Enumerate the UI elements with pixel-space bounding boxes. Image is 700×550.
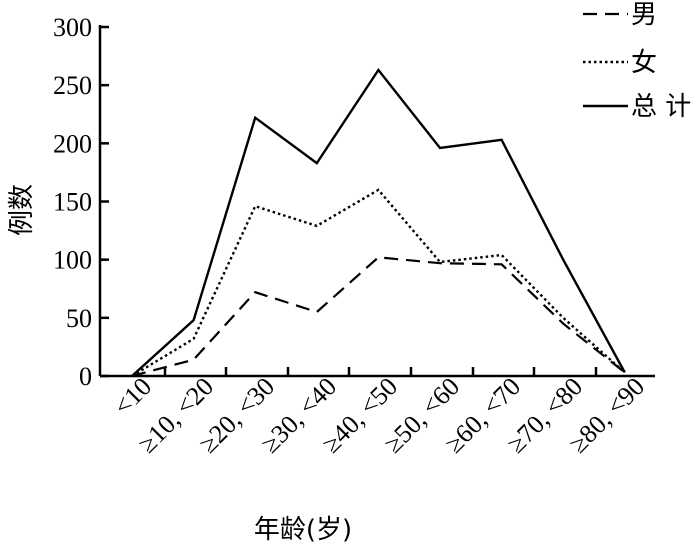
series-line-1 [131,188,626,378]
y-tick-label: 0 [79,362,92,391]
x-axis-title: 年龄(岁) [254,515,352,545]
legend-label-2: 总 计 [631,92,691,122]
y-tick-label: 300 [53,13,92,42]
y-tick-label: 50 [66,304,92,333]
series-lines [131,67,626,378]
y-tick-label: 100 [53,246,92,275]
y-axis-title: 例数 [7,184,37,236]
y-tick-label: 200 [53,129,92,158]
y-tick-label: 250 [53,71,92,100]
legend-label-0: 男 [631,0,657,30]
legend: 男女总 计 [583,0,691,122]
legend-label-1: 女 [631,48,657,78]
x-tick-label: <10 [108,372,157,421]
series-line-2 [131,67,626,377]
series-line-0 [131,256,626,378]
y-tick-label: 150 [53,188,92,217]
